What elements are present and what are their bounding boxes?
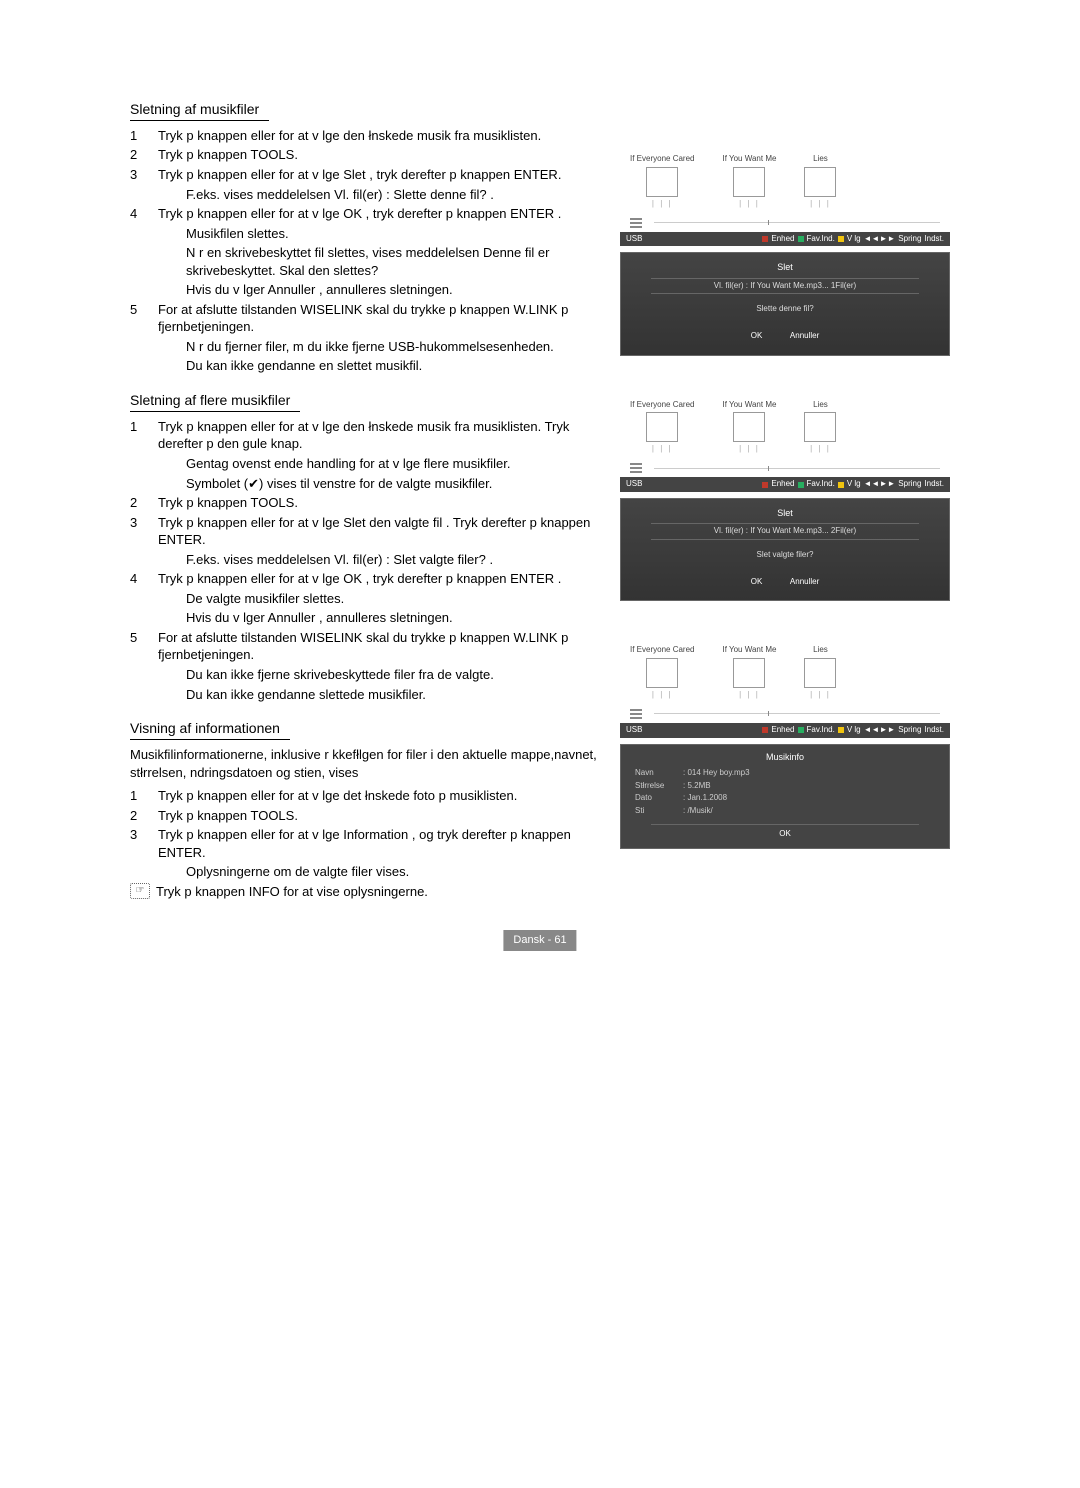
legend-red <box>762 482 768 488</box>
step: 4Tryk p knappen eller for at v lge OK , … <box>130 205 600 223</box>
music-thumb[interactable]: If You Want Me| | | <box>722 645 776 701</box>
step-note: Gentag ovenst ende handling for at v lge… <box>186 455 600 473</box>
music-thumb[interactable]: Lies| | | <box>804 645 836 701</box>
music-thumb[interactable]: If Everyone Cared| | | <box>630 400 694 456</box>
step-note: Oplysningerne om de valgte filer vises. <box>186 863 600 881</box>
step: 3Tryk p knappen eller for at v lge Slet … <box>130 166 600 184</box>
delete-dialog: Slet Vl. fil(er) : If You Want Me.mp3...… <box>620 252 950 355</box>
music-thumb[interactable]: Lies| | | <box>804 400 836 456</box>
step-note: Musikfilen slettes. <box>186 225 600 243</box>
legend-yellow <box>838 236 844 242</box>
legend-yellow <box>838 727 844 733</box>
delete-dialog: Slet Vl. fil(er) : If You Want Me.mp3...… <box>620 498 950 601</box>
intro-text: Musikfilinformationerne, inklusive r kke… <box>130 746 600 781</box>
device-mockup-3: If Everyone Cared| | | If You Want Me| |… <box>620 641 950 849</box>
menu-icon[interactable] <box>630 463 642 473</box>
step-note: Hvis du v lger Annuller , annulleres sle… <box>186 609 600 627</box>
ok-button[interactable]: OK <box>651 824 919 840</box>
usb-bar: USB Enhed Fav.Ind. V lg ◄◄►►Spring Indst… <box>620 723 950 738</box>
music-thumb[interactable]: If Everyone Cared| | | <box>630 154 694 210</box>
usb-bar: USB Enhed Fav.Ind. V lg ◄◄►►Spring Indst… <box>620 232 950 247</box>
cancel-button[interactable]: Annuller <box>790 331 819 342</box>
step-note: De valgte musikfiler slettes. <box>186 590 600 608</box>
step: 1Tryk p knappen eller for at v lge den ł… <box>130 127 600 145</box>
step-note: N r du fjerner filer, m du ikke fjerne U… <box>186 338 600 356</box>
cancel-button[interactable]: Annuller <box>790 577 819 588</box>
skip-icon: ◄◄►► <box>864 234 896 245</box>
device-mockup-1: If Everyone Cared| | | If You Want Me| |… <box>620 150 950 356</box>
info-note: ☞ Tryk p knappen INFO for at vise oplysn… <box>130 883 600 901</box>
section-title-delete-multi: Sletning af flere musikfiler <box>130 391 300 412</box>
ok-button[interactable]: OK <box>751 577 763 588</box>
music-thumb[interactable]: Lies| | | <box>804 154 836 210</box>
step: 2Tryk p knappen TOOLS. <box>130 146 600 164</box>
step: 3Tryk p knappen eller for at v lge Slet … <box>130 514 600 549</box>
device-mockup-2: If Everyone Cared| | | If You Want Me| |… <box>620 396 950 602</box>
usb-bar: USB Enhed Fav.Ind. V lg ◄◄►►Spring Indst… <box>620 477 950 492</box>
section-title-delete: Sletning af musikfiler <box>130 100 269 121</box>
music-info-panel: Musikinfo Navn: 014 Hey boy.mp3 Stłrrels… <box>620 744 950 849</box>
step: 1Tryk p knappen eller for at v lge det ł… <box>130 787 600 805</box>
legend-yellow <box>838 482 844 488</box>
legend-green <box>798 482 804 488</box>
step-note: Du kan ikke gendanne en slettet musikfil… <box>186 357 600 375</box>
legend-green <box>798 727 804 733</box>
right-column: If Everyone Cared| | | If You Want Me| |… <box>620 100 950 900</box>
step-note: Symbolet (✔) vises til venstre for de va… <box>186 475 600 493</box>
legend-green <box>798 236 804 242</box>
left-column: Sletning af musikfiler 1Tryk p knappen e… <box>130 100 600 900</box>
step-note: Hvis du v lger Annuller , annulleres sle… <box>186 281 600 299</box>
section-title-info: Visning af informationen <box>130 719 290 740</box>
step-note: Du kan ikke fjerne skrivebeskyttede file… <box>186 666 600 684</box>
ok-button[interactable]: OK <box>751 331 763 342</box>
menu-icon[interactable] <box>630 709 642 719</box>
music-thumb[interactable]: If Everyone Cared| | | <box>630 645 694 701</box>
music-thumb[interactable]: If You Want Me| | | <box>722 154 776 210</box>
legend-red <box>762 727 768 733</box>
step: 4Tryk p knappen eller for at v lge OK , … <box>130 570 600 588</box>
hand-icon: ☞ <box>130 883 150 899</box>
step-note: N r en skrivebeskyttet fil slettes, vise… <box>186 244 600 279</box>
legend-red <box>762 236 768 242</box>
skip-icon: ◄◄►► <box>864 725 896 736</box>
step-note: Du kan ikke gendanne slettede musikfiler… <box>186 686 600 704</box>
music-thumb[interactable]: If You Want Me| | | <box>722 400 776 456</box>
skip-icon: ◄◄►► <box>864 479 896 490</box>
step: 1Tryk p knappen eller for at v lge den ł… <box>130 418 600 453</box>
step-note: F.eks. vises meddelelsen Vl. fil(er) : S… <box>186 551 600 569</box>
step: 5For at afslutte tilstanden WISELINK ska… <box>130 301 600 336</box>
step: 2Tryk p knappen TOOLS. <box>130 494 600 512</box>
step-note: F.eks. vises meddelelsen Vl. fil(er) : S… <box>186 186 600 204</box>
step: 2Tryk p knappen TOOLS. <box>130 807 600 825</box>
menu-icon[interactable] <box>630 218 642 228</box>
step: 3Tryk p knappen eller for at v lge Infor… <box>130 826 600 861</box>
step: 5For at afslutte tilstanden WISELINK ska… <box>130 629 600 664</box>
page-footer: Dansk - 61 <box>503 930 576 951</box>
